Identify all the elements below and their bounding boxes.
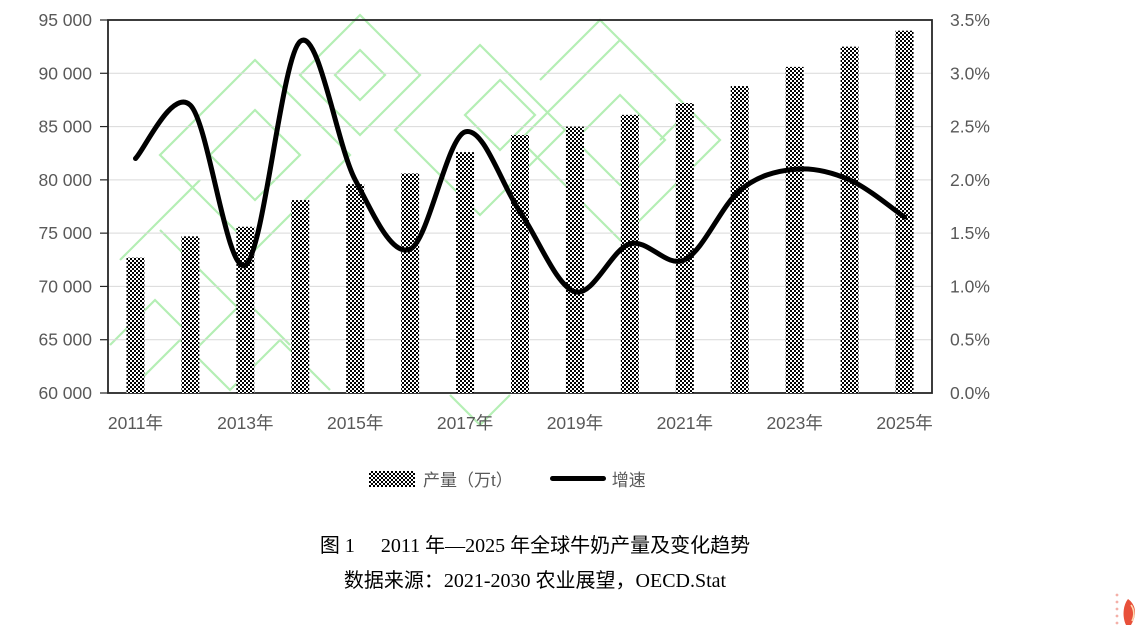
x-axis-tick-label: 2021年 [657,413,713,433]
legend-item-growth: 增速 [549,466,646,491]
left-axis-tick-label: 70 000 [38,276,92,296]
x-axis-tick-label: 2015年 [327,413,383,433]
production-bar [730,86,749,394]
x-axis-tick-label: 2013年 [217,413,273,433]
production-bar [511,135,529,393]
production-bar [401,173,420,393]
left-axis-tick-label: 90 000 [38,63,92,83]
x-axis-tick-label: 2025年 [876,413,932,433]
figure-title: 2011 年—2025 年全球牛奶产量及变化趋势 [380,535,751,557]
production-bar [291,200,310,393]
production-bar [181,236,200,393]
right-axis-tick-label: 1.0% [950,276,990,296]
right-axis-tick-label: 2.0% [950,170,990,190]
left-axis-tick-label: 95 000 [38,10,92,30]
corner-watermark-icon [1115,593,1135,625]
right-axis-tick-label: 0.5% [950,330,990,350]
figure-source: 数据来源：2021-2030 农业展望，OECD.Stat [343,570,727,592]
legend-label-production: 产量（万t） [423,471,513,490]
left-axis-ticks [100,19,108,394]
legend-item-production: 产量（万t） [369,466,513,491]
production-bar [895,30,914,394]
production-bar [620,114,639,393]
production-bar [126,257,145,393]
right-axis-tick-label: 1.5% [950,223,990,243]
production-bar [565,126,584,394]
left-axis-tick-label: 60 000 [38,383,92,403]
x-axis-tick-label: 2011年 [108,413,163,433]
production-bar [346,184,365,393]
right-axis-labels: 0.0% 0.5% 1.0% 1.5% 2.0% 2.5% 3.0% 3.5% [950,10,990,403]
production-bar [236,226,255,393]
legend-label-growth: 增速 [611,471,646,490]
left-axis-tick-label: 85 000 [38,117,92,137]
left-axis-labels: 60 000 65 000 70 000 75 000 80 000 85 000 90 0… [38,10,92,403]
figure-caption: 图 1 2011 年—2025 年全球牛奶产量及变化趋势 [30,529,1040,558]
figure-number: 图 1 [319,535,355,557]
chart-legend: 产量（万t） 增速 [369,466,646,491]
x-axis-tick-label: 2017年 [437,413,493,433]
left-axis-tick-label: 80 000 [38,170,92,190]
chart-canvas: 60 000 65 000 70 000 75 000 80 000 85 000 90 0… [38,10,990,433]
bar-pattern-swatch-icon [369,470,415,487]
right-axis-tick-label: 3.0% [950,63,990,83]
growth-rate-line [132,37,908,295]
right-axis-tick-label: 0.0% [950,383,990,403]
x-axis-tick-label: 2019年 [547,413,603,433]
right-axis-tick-label: 2.5% [950,117,990,137]
left-axis-tick-label: 75 000 [38,223,92,243]
left-axis-tick-label: 65 000 [38,330,92,350]
right-axis-tick-label: 3.5% [950,10,990,30]
x-axis-labels: 2011年 2013年 2015年 2017年 2019年 2021年 2023年 2025年 [108,413,933,433]
milk-production-chart: 60 000 65 000 70 000 75 000 80 000 85 000 90 0… [38,10,990,490]
production-bar [456,152,475,393]
production-bar [840,46,859,394]
x-axis-tick-label: 2023年 [766,413,822,433]
production-bars [126,30,914,394]
production-bar [675,103,694,393]
line-swatch-icon [549,476,606,481]
production-bar [785,66,804,394]
